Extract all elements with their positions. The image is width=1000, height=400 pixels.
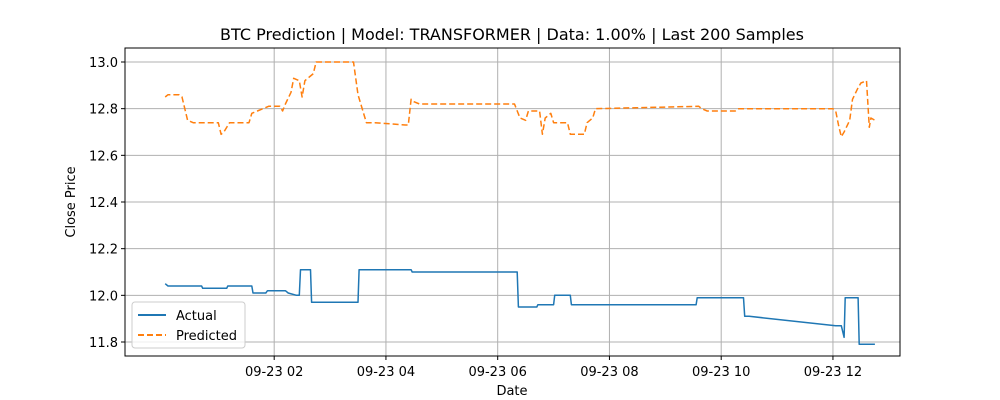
legend-box <box>131 301 246 349</box>
x-tick-label: 09-23 10 <box>692 365 750 380</box>
y-tick-label: 12.6 <box>89 149 118 164</box>
y-tick-label: 12.2 <box>89 243 118 258</box>
x-tick-label: 09-23 04 <box>357 365 415 380</box>
x-tick-label: 09-23 12 <box>804 365 862 380</box>
y-axis-label: Close Price <box>64 166 79 237</box>
y-tick-label: 12.0 <box>89 289 118 304</box>
x-axis: 09-23 02 09-23 04 09-23 06 09-23 08 09-23 10… <box>245 356 862 380</box>
x-tick-label: 09-23 06 <box>468 365 526 380</box>
legend-label-actual: Actual <box>176 309 217 324</box>
y-tick-label: 13.0 <box>89 56 118 71</box>
x-tick-label: 09-23 08 <box>580 365 638 380</box>
y-axis: 11.8 12.0 12.2 12.4 12.6 12.8 13.0 <box>89 56 125 351</box>
y-tick-label: 11.8 <box>89 336 118 351</box>
x-tick-label: 09-23 02 <box>245 365 303 380</box>
series-line-predicted <box>164 61 876 138</box>
chart-title: BTC Prediction | Model: TRANSFORMER | Da… <box>220 25 804 44</box>
y-tick-label: 12.4 <box>89 196 118 211</box>
grid <box>125 48 900 356</box>
x-axis-label: Date <box>496 384 527 399</box>
y-tick-label: 12.8 <box>89 103 118 118</box>
series-lines <box>164 61 876 346</box>
series-line-actual <box>164 268 875 346</box>
legend: Actual Predicted <box>131 301 246 349</box>
legend-label-predicted: Predicted <box>176 329 237 344</box>
